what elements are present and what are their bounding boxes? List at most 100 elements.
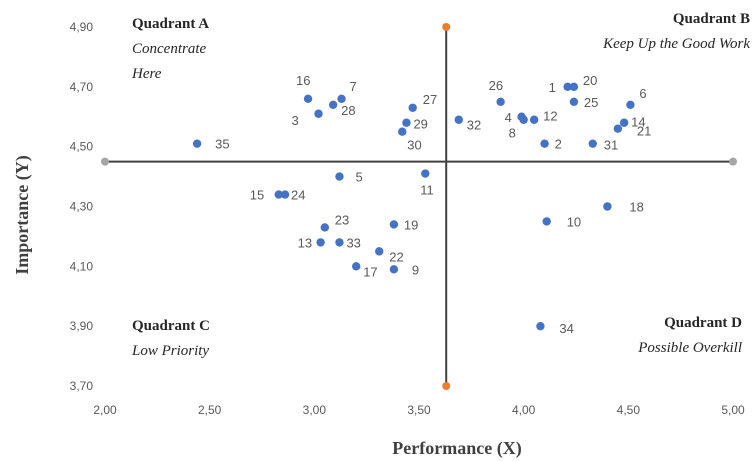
data-point-label-1: 1 bbox=[549, 80, 556, 95]
x-tick-label: 2,50 bbox=[198, 403, 222, 417]
data-point-label-13: 13 bbox=[298, 235, 312, 250]
data-point-25 bbox=[569, 97, 579, 106]
data-point-label-7: 7 bbox=[350, 79, 357, 94]
quadrant-a-subtitle-line2: Here bbox=[131, 66, 162, 82]
y-axis-title: Importance (Y) bbox=[12, 155, 33, 274]
horizontal-divider-right-endpoint bbox=[729, 157, 737, 166]
data-point-10 bbox=[542, 217, 551, 226]
data-point-label-33: 33 bbox=[346, 235, 360, 250]
x-tick-label: 4,00 bbox=[512, 403, 536, 417]
data-point-label-10: 10 bbox=[567, 214, 581, 229]
quadrant-b-title: Quadrant B bbox=[673, 11, 750, 27]
y-tick-label: 4,10 bbox=[70, 259, 94, 273]
data-point-label-15: 15 bbox=[250, 188, 264, 203]
x-axis-title: Performance (X) bbox=[392, 438, 521, 459]
data-point-13 bbox=[316, 238, 325, 247]
data-point-32 bbox=[454, 115, 463, 124]
data-point-label-2: 2 bbox=[555, 137, 562, 152]
data-point-16 bbox=[303, 94, 313, 104]
data-point-label-26: 26 bbox=[489, 78, 503, 93]
data-point-29 bbox=[402, 118, 411, 127]
data-point-label-27: 27 bbox=[423, 92, 437, 107]
quadrant-labels: Quadrant A Concentrate Here Quadrant B K… bbox=[131, 11, 750, 359]
data-point-9 bbox=[389, 265, 399, 274]
data-point-label-6: 6 bbox=[639, 86, 646, 101]
data-point-3 bbox=[314, 109, 323, 118]
data-point-label-16: 16 bbox=[296, 73, 310, 88]
data-point-1 bbox=[563, 82, 572, 92]
x-axis-ticks: 2,00 2,50 3,00 3,50 4,00 4,50 5,00 bbox=[93, 403, 745, 417]
data-point-17 bbox=[352, 262, 361, 271]
data-point-label-14: 14 bbox=[631, 115, 645, 130]
data-point-label-20: 20 bbox=[583, 73, 597, 88]
data-point-33 bbox=[335, 238, 344, 247]
data-point-21 bbox=[613, 124, 623, 133]
data-point-5 bbox=[335, 172, 344, 181]
data-point-19 bbox=[389, 220, 399, 229]
quadrant-d-subtitle: Possible Overkill bbox=[637, 340, 742, 356]
data-points: 123 4567891011121314151617181920212223242… bbox=[192, 73, 651, 336]
data-point-label-31: 31 bbox=[604, 138, 618, 153]
data-point-12 bbox=[529, 115, 539, 124]
quadrant-a-subtitle-line1: Concentrate bbox=[132, 41, 206, 57]
data-point-14 bbox=[619, 118, 629, 127]
horizontal-divider-left-endpoint bbox=[101, 157, 109, 166]
data-point-26 bbox=[496, 97, 505, 106]
data-point-label-32: 32 bbox=[467, 118, 481, 133]
data-point-22 bbox=[375, 247, 384, 256]
x-tick-label: 5,00 bbox=[721, 403, 745, 417]
data-point-label-18: 18 bbox=[629, 200, 643, 215]
data-point-34 bbox=[536, 321, 545, 331]
data-point-23 bbox=[320, 223, 329, 232]
quadrant-c-title: Quadrant C bbox=[132, 318, 210, 334]
data-point-label-25: 25 bbox=[584, 95, 598, 110]
quadrant-c-subtitle: Low Priority bbox=[131, 343, 209, 359]
data-point-label-17: 17 bbox=[363, 264, 377, 279]
x-tick-label: 3,50 bbox=[407, 403, 431, 417]
data-point-30 bbox=[398, 127, 407, 136]
quadrant-b-subtitle: Keep Up the Good Work bbox=[602, 36, 750, 52]
data-point-6 bbox=[626, 100, 635, 109]
data-point-label-22: 22 bbox=[389, 249, 403, 264]
data-point-18 bbox=[603, 202, 612, 211]
data-point-27 bbox=[408, 103, 417, 112]
data-point-label-8: 8 bbox=[509, 126, 516, 141]
x-tick-label: 2,00 bbox=[93, 403, 117, 417]
data-point-8 bbox=[519, 115, 528, 124]
x-tick-label: 3,00 bbox=[303, 403, 327, 417]
data-point-label-35: 35 bbox=[215, 137, 229, 152]
data-point-label-21: 21 bbox=[637, 124, 651, 139]
y-tick-label: 4,70 bbox=[70, 80, 94, 94]
data-point-label-29: 29 bbox=[413, 117, 427, 132]
vertical-divider-bottom-endpoint bbox=[442, 382, 451, 390]
data-point-label-34: 34 bbox=[559, 321, 573, 336]
data-point-11 bbox=[421, 169, 430, 178]
data-point-20 bbox=[569, 82, 579, 92]
data-point-label-24: 24 bbox=[291, 188, 305, 203]
data-point-35 bbox=[192, 139, 202, 148]
y-tick-label: 3,90 bbox=[70, 319, 94, 333]
y-axis-ticks: 3,70 3,90 4,10 4,30 4,50 4,70 4,90 bbox=[70, 20, 94, 393]
data-point-2 bbox=[540, 139, 549, 148]
y-tick-label: 4,90 bbox=[70, 20, 94, 34]
quadrant-divider-lines bbox=[101, 23, 737, 390]
data-point-label-9: 9 bbox=[412, 262, 419, 277]
quadrant-d-title: Quadrant D bbox=[664, 315, 742, 331]
data-point-label-30: 30 bbox=[407, 138, 421, 153]
data-point-label-5: 5 bbox=[355, 170, 362, 185]
data-point-label-3: 3 bbox=[292, 113, 299, 128]
y-tick-label: 4,30 bbox=[70, 200, 94, 214]
data-point-label-19: 19 bbox=[404, 217, 418, 232]
y-tick-label: 4,50 bbox=[70, 140, 94, 154]
quadrant-a-title: Quadrant A bbox=[132, 16, 209, 32]
data-point-label-4: 4 bbox=[505, 110, 512, 125]
vertical-divider-top-endpoint bbox=[442, 23, 451, 31]
data-point-label-23: 23 bbox=[335, 212, 349, 227]
data-point-28 bbox=[328, 100, 338, 109]
data-point-label-11: 11 bbox=[420, 183, 434, 198]
y-tick-label: 3,70 bbox=[70, 379, 94, 393]
data-point-31 bbox=[588, 139, 597, 148]
x-tick-label: 4,50 bbox=[617, 403, 641, 417]
data-point-7 bbox=[337, 94, 346, 104]
